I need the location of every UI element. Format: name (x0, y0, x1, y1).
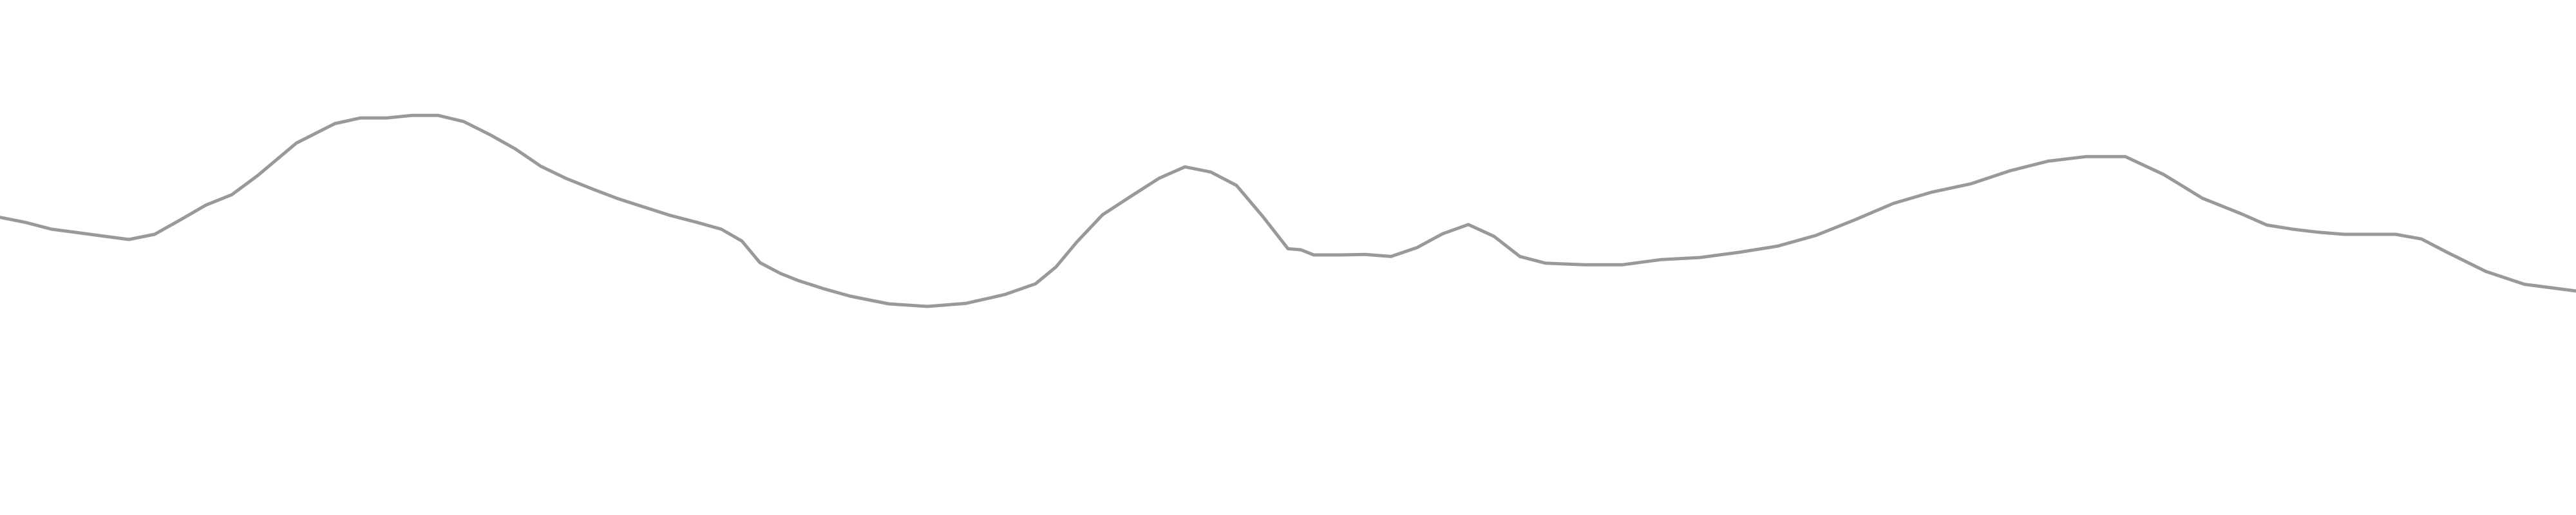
series-line-0 (0, 113, 2576, 308)
series-layer (0, 113, 2576, 308)
